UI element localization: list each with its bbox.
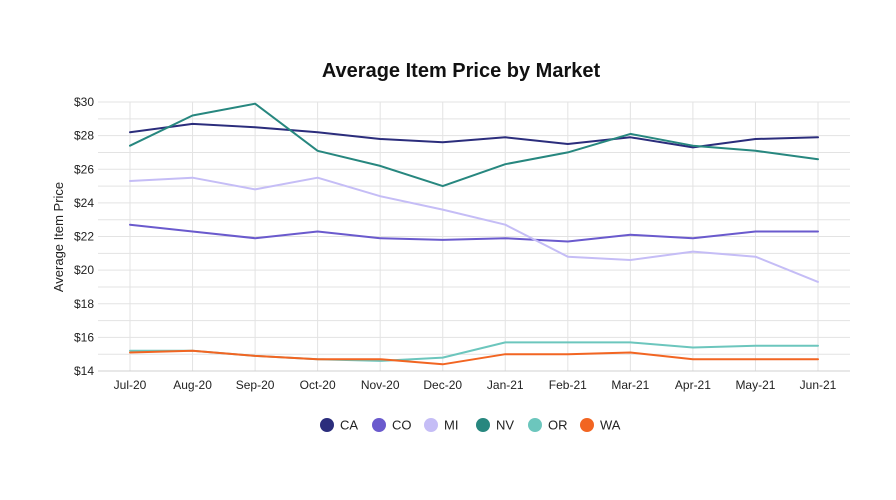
legend-item-nv[interactable]: NV [476, 418, 514, 433]
legend-item-or[interactable]: OR [528, 418, 568, 433]
legend-marker [580, 418, 594, 432]
legend-label: CO [392, 418, 412, 433]
x-tick-label: Oct-20 [300, 378, 336, 392]
series-line-or [129, 341, 819, 362]
x-tick-label: Jul-20 [114, 378, 147, 392]
legend-item-ca[interactable]: CA [320, 418, 358, 433]
series-line-wa [129, 349, 819, 366]
x-tick-label: Apr-21 [675, 378, 711, 392]
legend-label: OR [548, 418, 568, 433]
y-tick-label: $24 [74, 196, 94, 210]
y-axis-label: Average Item Price [51, 182, 66, 292]
x-tick-label: Aug-20 [173, 378, 212, 392]
legend-label: CA [340, 418, 358, 433]
legend-label: MI [444, 418, 458, 433]
series-line-nv [129, 102, 819, 188]
x-tick-label: Dec-20 [423, 378, 462, 392]
x-axis-ticks: Jul-20 Aug-20 Sep-20 Oct-20 Nov-20 Dec-20 Jan-… [114, 378, 837, 392]
series-lines [129, 102, 819, 366]
x-tick-label: Jan-21 [487, 378, 524, 392]
x-tick-label: Mar-21 [611, 378, 649, 392]
y-tick-label: $20 [74, 263, 94, 277]
legend-marker [476, 418, 490, 432]
legend-marker [528, 418, 542, 432]
y-tick-label: $26 [74, 162, 94, 176]
y-axis-ticks: $14 $16 $18 $20 $22 $24 $26 $28 $30 [74, 95, 94, 378]
legend-label: WA [600, 418, 621, 433]
series-line-co [129, 223, 819, 243]
x-tick-label: Nov-20 [361, 378, 400, 392]
legend-item-wa[interactable]: WA [580, 418, 621, 433]
x-tick-label: Sep-20 [236, 378, 275, 392]
y-tick-label: $18 [74, 297, 94, 311]
y-tick-label: $14 [74, 364, 94, 378]
x-tick-label: Jun-21 [800, 378, 837, 392]
x-tick-label: May-21 [735, 378, 775, 392]
y-tick-label: $22 [74, 230, 94, 244]
legend-marker [424, 418, 438, 432]
legend-marker [320, 418, 334, 432]
series-line-mi [129, 176, 819, 283]
legend-item-mi[interactable]: MI [424, 418, 458, 433]
legend-label: NV [496, 418, 514, 433]
chart-title: Average Item Price by Market [322, 60, 601, 82]
y-tick-label: $30 [74, 95, 94, 109]
y-tick-label: $16 [74, 330, 94, 344]
legend-item-co[interactable]: CO [372, 418, 412, 433]
legend: CA CO MI NV OR WA [320, 418, 621, 433]
legend-marker [372, 418, 386, 432]
y-tick-label: $28 [74, 129, 94, 143]
x-tick-label: Feb-21 [549, 378, 587, 392]
